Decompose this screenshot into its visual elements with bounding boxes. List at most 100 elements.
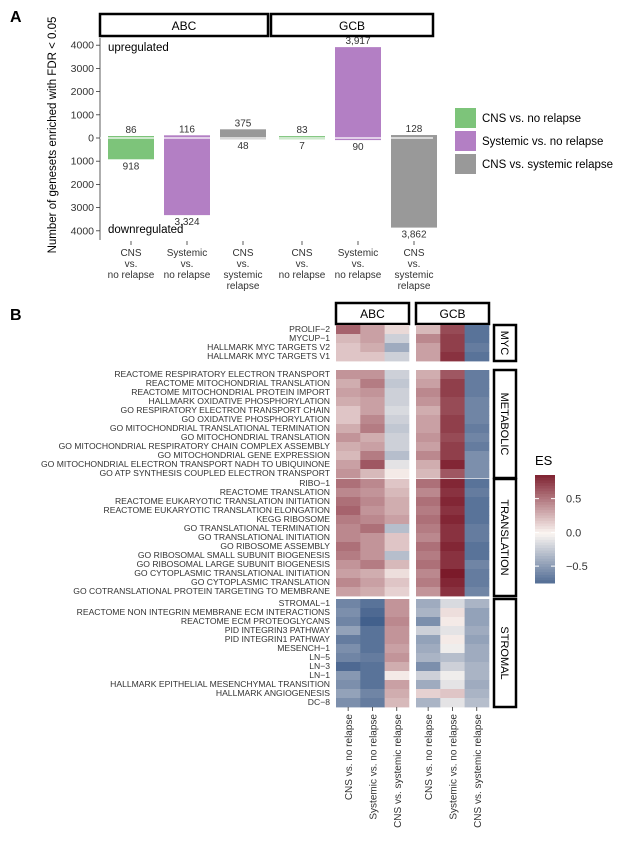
x-tick-label: vs. bbox=[296, 259, 309, 270]
heat-cell-gcb-3 bbox=[464, 524, 490, 534]
heat-cell-gcb-1 bbox=[416, 569, 441, 579]
legend-gradient-step bbox=[535, 512, 555, 516]
legend-gradient-step bbox=[535, 496, 555, 500]
legend-gradient-step bbox=[535, 526, 555, 530]
heat-cell-gcb-2 bbox=[440, 626, 465, 636]
heat-cell-abc-3 bbox=[384, 343, 410, 353]
row-label: LN−5 bbox=[309, 652, 330, 662]
heat-cell-gcb-2 bbox=[440, 497, 465, 507]
heat-cell-abc-3 bbox=[384, 379, 410, 389]
heat-cell-abc-1 bbox=[336, 424, 361, 434]
heat-cell-gcb-3 bbox=[464, 587, 490, 597]
heat-cell-gcb-3 bbox=[464, 379, 490, 389]
x-tick-label: relapse bbox=[227, 281, 260, 292]
row-label: DC−8 bbox=[308, 697, 330, 707]
y-tick-label: 1000 bbox=[71, 109, 95, 121]
heat-cell-gcb-3 bbox=[464, 599, 490, 609]
x-tick-label: systemic bbox=[395, 270, 434, 281]
annot-downregulated: downregulated bbox=[108, 224, 183, 236]
heat-cell-abc-2 bbox=[360, 653, 385, 663]
heatmap-x-label: Systemic vs. no relapse bbox=[448, 714, 459, 820]
heat-cell-gcb-2 bbox=[440, 406, 465, 416]
heat-cell-abc-3 bbox=[384, 542, 410, 552]
x-tick-label: vs. bbox=[125, 259, 138, 270]
heat-cell-abc-3 bbox=[384, 587, 410, 597]
heat-cell-gcb-3 bbox=[464, 442, 490, 452]
heat-cell-abc-2 bbox=[360, 451, 385, 461]
heat-cell-gcb-2 bbox=[440, 533, 465, 543]
heat-cell-abc-3 bbox=[384, 460, 410, 470]
heat-cell-gcb-3 bbox=[464, 334, 490, 344]
heat-cell-abc-3 bbox=[384, 388, 410, 398]
bar-gcb-downregulated-3 bbox=[391, 138, 437, 228]
legend-gradient-step bbox=[535, 485, 555, 489]
heat-cell-gcb-2 bbox=[440, 397, 465, 407]
legend-gradient-step bbox=[535, 531, 555, 535]
group-strip-stromal bbox=[492, 597, 518, 709]
heat-cell-gcb-2 bbox=[440, 689, 465, 699]
x-tick-label: no relapse bbox=[279, 270, 326, 281]
heat-cell-abc-3 bbox=[384, 488, 410, 498]
heat-cell-abc-3 bbox=[384, 406, 410, 416]
data-label: 3,324 bbox=[174, 217, 199, 228]
legend-swatch-2 bbox=[455, 131, 476, 151]
heat-cell-abc-1 bbox=[336, 415, 361, 425]
heatmap-x-label: Systemic vs. no relapse bbox=[368, 714, 379, 820]
bar-gcb-downregulated-1 bbox=[279, 138, 325, 140]
x-tick-label: no relapse bbox=[335, 270, 382, 281]
legend-tick-label: −0.5 bbox=[566, 561, 588, 573]
heat-cell-abc-3 bbox=[384, 442, 410, 452]
heat-cell-gcb-2 bbox=[440, 488, 465, 498]
heat-cell-gcb-3 bbox=[464, 644, 490, 654]
heat-cell-gcb-3 bbox=[464, 617, 490, 627]
panel-a-ylabel: Number of genesets enriched with FDR < 0… bbox=[47, 17, 59, 254]
row-label: GO RESPIRATORY ELECTRON TRANSPORT CHAIN bbox=[121, 405, 330, 415]
heat-cell-gcb-3 bbox=[464, 397, 490, 407]
heat-cell-gcb-2 bbox=[440, 506, 465, 516]
heat-cell-abc-3 bbox=[384, 370, 410, 380]
legend-gradient-step bbox=[535, 480, 555, 484]
legend-gradient-step bbox=[535, 537, 555, 541]
heat-cell-abc-1 bbox=[336, 515, 361, 525]
heat-cell-abc-2 bbox=[360, 370, 385, 380]
heat-cell-gcb-2 bbox=[440, 388, 465, 398]
heat-cell-abc-1 bbox=[336, 671, 361, 681]
heat-cell-gcb-1 bbox=[416, 671, 441, 681]
x-tick-label: relapse bbox=[398, 281, 431, 292]
heat-cell-gcb-1 bbox=[416, 551, 441, 561]
x-tick-label: CNS bbox=[403, 248, 424, 259]
heat-cell-abc-1 bbox=[336, 433, 361, 443]
heat-cell-abc-2 bbox=[360, 680, 385, 690]
heat-cell-gcb-1 bbox=[416, 479, 441, 489]
row-label: REACTOME MITOCHONDRIAL PROTEIN IMPORT bbox=[131, 387, 331, 397]
legend-gradient-step bbox=[535, 553, 555, 557]
row-label: PID INTEGRIN3 PATHWAY bbox=[225, 625, 330, 635]
heat-cell-gcb-1 bbox=[416, 524, 441, 534]
heat-cell-gcb-3 bbox=[464, 460, 490, 470]
x-tick-label: Systemic bbox=[167, 248, 208, 259]
row-label: GO RIBOSOME ASSEMBLY bbox=[220, 541, 330, 551]
x-tick-label: CNS bbox=[232, 248, 253, 259]
heat-cell-gcb-1 bbox=[416, 343, 441, 353]
legend-gradient-step bbox=[535, 580, 555, 584]
heatmap-x-label: CNS vs. systemic relapse bbox=[393, 714, 404, 828]
legend-label-1: CNS vs. no relapse bbox=[482, 113, 581, 125]
legend-gradient-step bbox=[535, 502, 555, 506]
heat-cell-abc-2 bbox=[360, 542, 385, 552]
heat-cell-gcb-3 bbox=[464, 689, 490, 699]
heat-cell-abc-1 bbox=[336, 617, 361, 627]
heat-cell-gcb-3 bbox=[464, 415, 490, 425]
legend-gradient-step bbox=[535, 547, 555, 552]
heat-cell-gcb-3 bbox=[464, 497, 490, 507]
heat-cell-gcb-1 bbox=[416, 653, 441, 663]
heatmap-facet-label-gcb: GCB bbox=[439, 307, 465, 321]
heat-cell-abc-1 bbox=[336, 653, 361, 663]
heat-cell-gcb-1 bbox=[416, 515, 441, 525]
heat-cell-abc-1 bbox=[336, 551, 361, 561]
row-label: REACTOME RESPIRATORY ELECTRON TRANSPORT bbox=[114, 369, 330, 379]
heat-cell-gcb-1 bbox=[416, 662, 441, 672]
heat-cell-gcb-2 bbox=[440, 524, 465, 534]
heat-cell-abc-1 bbox=[336, 497, 361, 507]
heat-cell-abc-3 bbox=[384, 397, 410, 407]
heatmap-x-label: CNS vs. no relapse bbox=[344, 714, 355, 801]
